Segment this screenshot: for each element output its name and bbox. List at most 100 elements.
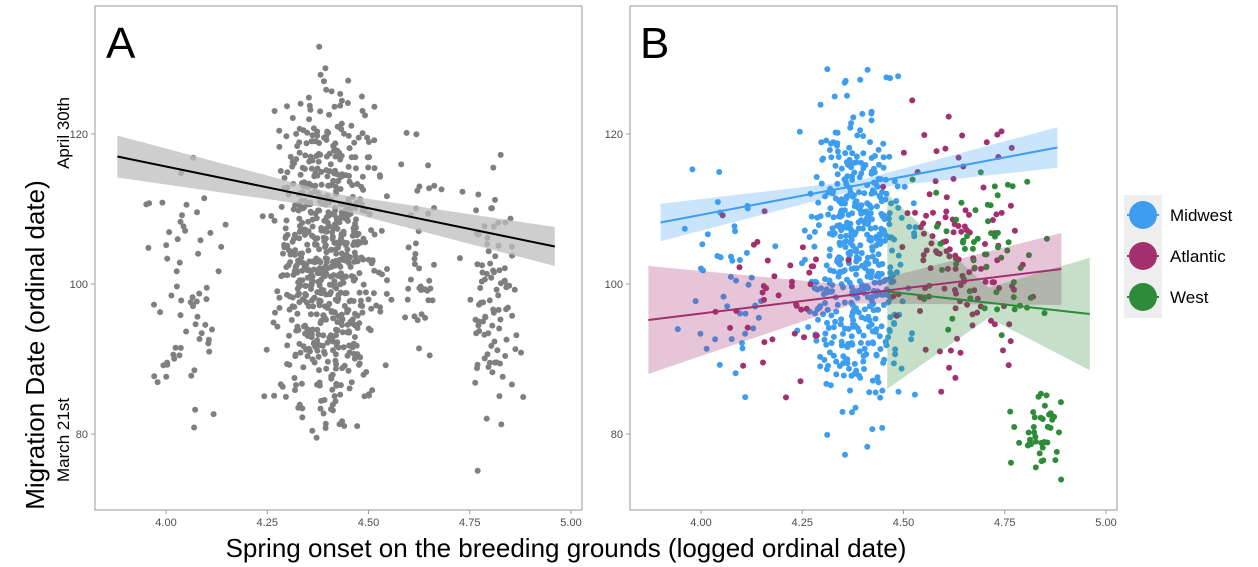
panel-a-point [412, 240, 419, 247]
panel-b-midwest-point [873, 233, 880, 240]
panel-b-midwest-point [882, 338, 889, 345]
panel-b-midwest-point [824, 319, 830, 326]
panel-b-midwest-point [856, 348, 863, 355]
panel-a-fit [117, 135, 556, 266]
panel-a-point [368, 260, 375, 267]
panel-b-atlantic-point [983, 139, 990, 146]
panel-a-point [276, 143, 283, 150]
panel-a-y-ticks: 80 100 120 [70, 129, 95, 441]
panel-b-atlantic-point [764, 257, 771, 264]
panel-b-midwest-point [879, 424, 886, 431]
panel-a-point [206, 348, 213, 355]
panel-b-y-tick-label: 80 [611, 429, 623, 441]
panel-b-midwest-point [841, 239, 848, 245]
panel-b-west-regression-line [887, 290, 1090, 315]
panel-a-point [326, 281, 333, 288]
panel-a-point [296, 277, 303, 284]
panel-b-midwest-point [848, 333, 855, 340]
panel-b-west-point [971, 264, 978, 271]
panel-a-point [360, 235, 367, 242]
panel-b-atlantic-point [959, 132, 966, 139]
panel-a-point [342, 212, 349, 219]
panel-b-midwest-point [889, 247, 895, 254]
panel-b-midwest-point [848, 120, 855, 127]
panel-b-midwest-point [828, 340, 835, 346]
panel-a-point [320, 410, 327, 417]
panel-a-point [168, 292, 175, 299]
panel-b-atlantic-point [993, 211, 1000, 218]
panel-a-point [425, 162, 432, 169]
panel-b-midwest-point [732, 228, 739, 235]
panel-b-atlantic-point [958, 228, 965, 235]
panel-a-points [143, 43, 527, 474]
panel-a-point [293, 382, 299, 388]
panel-a-point [286, 361, 293, 368]
panel-b-midwest-point [815, 316, 821, 323]
panel-b-midwest-point [748, 274, 755, 281]
panel-a-point [315, 353, 322, 360]
panel-a-point [484, 351, 491, 358]
panel-a-point [333, 326, 339, 333]
panel-a-point [411, 255, 418, 262]
panel-a-point [346, 349, 353, 356]
panel-b-midwest-point [827, 205, 834, 212]
panel-a-point [373, 302, 380, 309]
panel-b-midwest-point [856, 189, 862, 196]
panel-b-atlantic-point [793, 302, 800, 309]
panel-a-point [297, 100, 304, 107]
panel-b-midwest-point [881, 237, 888, 244]
panel-b-midwest-point [851, 360, 858, 367]
panel-b-midwest-point [879, 292, 886, 298]
panel-b-midwest-point [878, 225, 885, 232]
panel-a-point [501, 265, 508, 272]
panel-b-midwest-point [853, 367, 860, 374]
panel-b-atlantic-point [934, 250, 941, 256]
panel-b-midwest-point [750, 325, 757, 332]
panel-b-west-point [993, 289, 1000, 296]
panel-a-point [288, 317, 295, 323]
panel-a-point [320, 234, 327, 241]
panel-b-midwest-point [819, 156, 826, 163]
panel-b-midwest-point [858, 217, 865, 224]
panel-a-point [191, 424, 198, 431]
panel-a-point [187, 299, 194, 306]
panel-b-atlantic-point [1005, 362, 1012, 369]
panel-b-midwest-point [846, 144, 853, 151]
panel-b-midwest-point [882, 196, 889, 203]
panel-a-point [338, 270, 344, 277]
panel-b-midwest-point [823, 286, 830, 293]
panel-a-point [492, 196, 498, 203]
panel-b-west-point [1057, 399, 1064, 406]
panel-b-midwest-point [866, 389, 873, 396]
panel-a-point [284, 342, 291, 349]
panel-b-midwest-point [842, 200, 848, 207]
panel-a-point [278, 203, 285, 210]
panel-a-point [324, 219, 331, 226]
panel-b-midwest-point [842, 150, 849, 157]
panel-a-point [357, 302, 364, 309]
panel-b-midwest-point [860, 133, 867, 139]
panel-b-midwest-point [843, 232, 850, 239]
panel-b-west-point [921, 296, 928, 302]
panel-b-midwest-point [824, 431, 831, 438]
panel-a-point [490, 164, 497, 171]
panel-b-west-point [1027, 294, 1034, 301]
panel-a-point [348, 154, 355, 161]
panel-a-point [371, 165, 378, 172]
panel-a-point [346, 145, 353, 152]
panel-a-point [207, 229, 214, 236]
panel-a-point [388, 296, 395, 303]
panel-a-point [474, 467, 481, 474]
panel-a-point [283, 264, 290, 271]
panel-a-point [324, 339, 331, 346]
panel-a-point [261, 393, 268, 400]
panel-b-west-point [970, 257, 977, 264]
panel-a-point [350, 298, 357, 304]
panel-b-atlantic-point [951, 287, 958, 293]
panel-b-atlantic-point [807, 281, 814, 288]
panel-a-point [367, 327, 374, 334]
panel-a-point [314, 289, 321, 296]
panel-b-atlantic-point [761, 296, 767, 303]
panel-b-midwest-point [817, 353, 824, 360]
panel-b-midwest-point [850, 114, 857, 121]
